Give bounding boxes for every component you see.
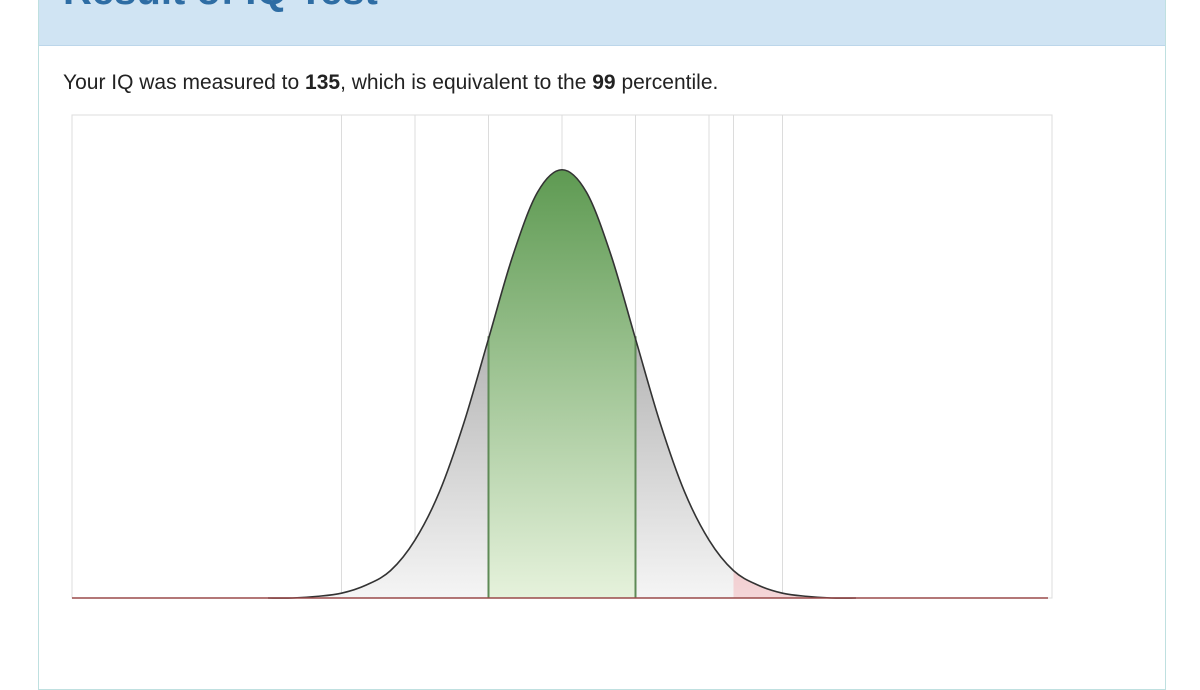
result-text: Your IQ was measured to 135, which is eq… (63, 71, 718, 95)
page: Result of IQ Test Your IQ was measured t… (38, 0, 1166, 690)
score: 135 (305, 71, 341, 94)
title: Result of IQ Test (63, 0, 378, 14)
highlight-area (488, 169, 636, 598)
panel-header: Result of IQ Test (39, 0, 1165, 46)
text: percentile. (621, 71, 719, 94)
chart: 557085100115130135145 (71, 114, 1053, 599)
text: Your IQ was measured to (63, 71, 300, 94)
curve (267, 168, 857, 599)
percentile: 99 (592, 71, 616, 94)
score-area (733, 570, 856, 599)
result-panel: Result of IQ Test (38, 0, 1166, 690)
text: , which is equivalent to the (340, 71, 587, 94)
